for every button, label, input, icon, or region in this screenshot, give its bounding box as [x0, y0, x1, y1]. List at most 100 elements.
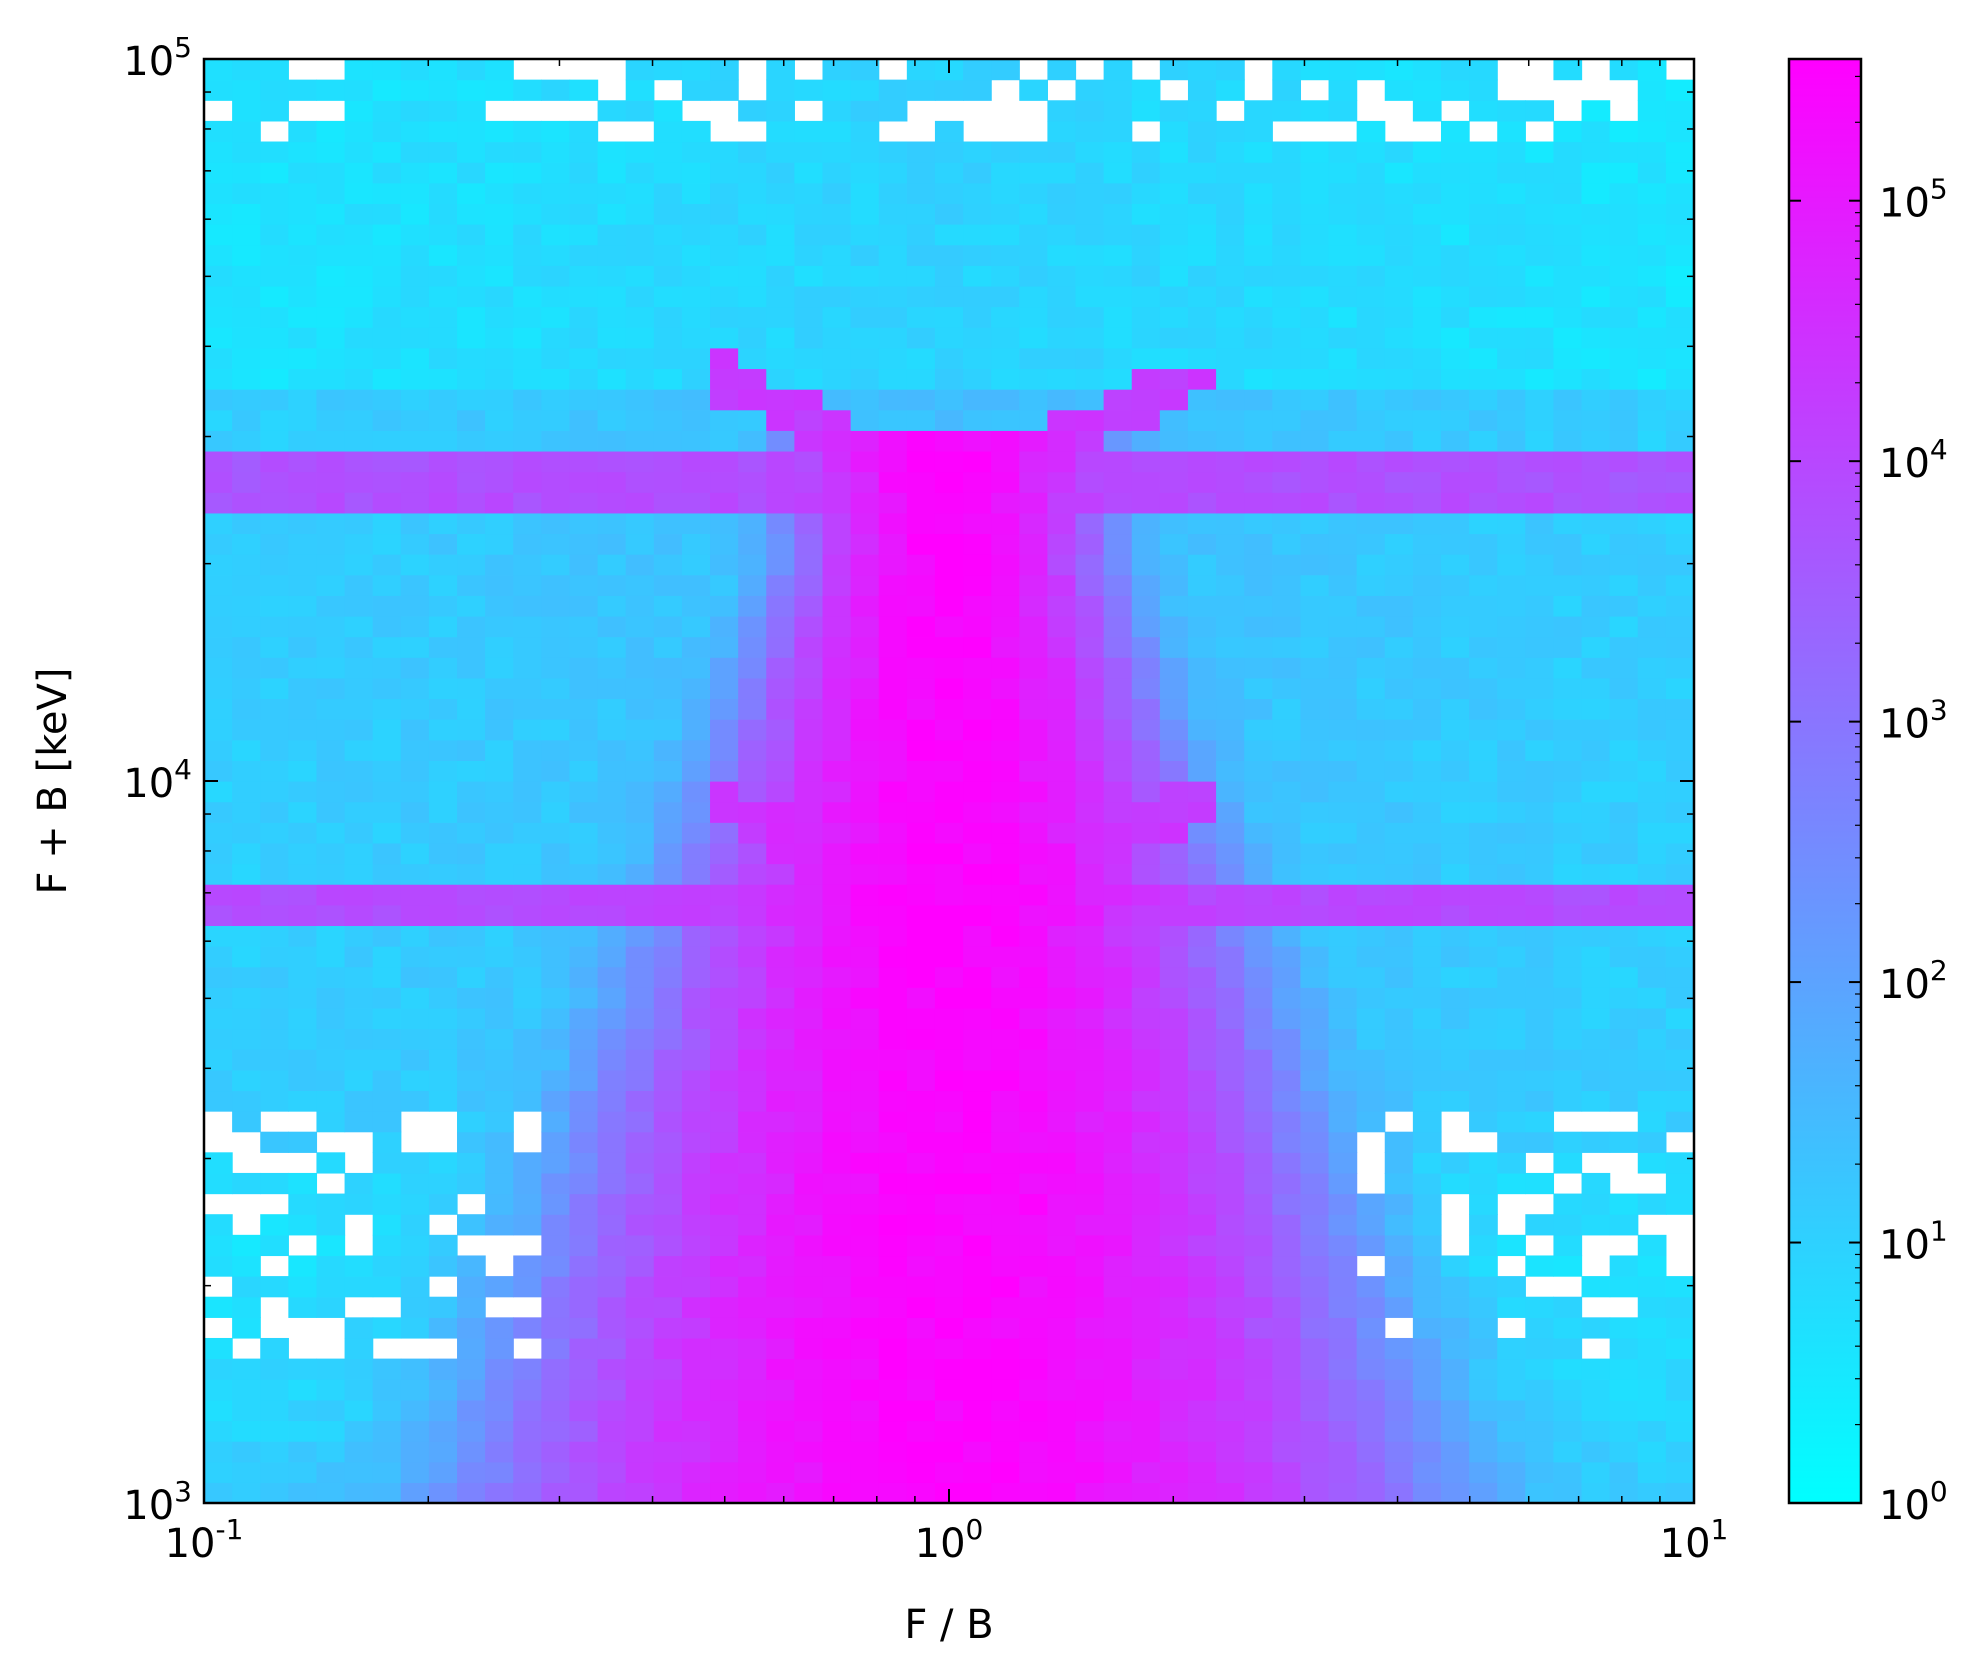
heatmap-cell: [1103, 306, 1133, 328]
heatmap-cell: [1525, 1441, 1555, 1463]
heatmap-cell: [1244, 1049, 1273, 1071]
heatmap-cell: [766, 698, 795, 720]
heatmap-cell: [1356, 347, 1386, 370]
heatmap-cell: [1609, 244, 1639, 266]
heatmap-cell: [372, 677, 402, 700]
heatmap-cell: [1384, 306, 1414, 328]
heatmap-cell: [1047, 1255, 1077, 1277]
heatmap-cell: [1075, 801, 1105, 823]
heatmap-cell: [1553, 636, 1583, 658]
heatmap-cell: [653, 1379, 683, 1401]
heatmap-cell: [653, 182, 683, 204]
heatmap-cell: [1356, 430, 1386, 452]
heatmap-cell: [597, 162, 627, 184]
heatmap-cell: [1497, 347, 1526, 370]
heatmap-cell: [1272, 1276, 1302, 1298]
heatmap-cell: [569, 265, 599, 287]
heatmap-cell: [1272, 595, 1302, 617]
heatmap-cell: [428, 822, 458, 844]
heatmap-cell: [1328, 863, 1358, 885]
heatmap-cell: [934, 1111, 964, 1133]
heatmap-cell: [344, 987, 374, 1009]
heatmap-cell: [1047, 1214, 1077, 1236]
heatmap-cell: [288, 615, 318, 638]
heatmap-cell: [316, 1049, 346, 1071]
heatmap-cell: [428, 760, 458, 782]
heatmap-cell: [963, 1399, 992, 1422]
heatmap-cell: [1665, 1420, 1695, 1442]
heatmap-cell: [1216, 141, 1245, 163]
heatmap-cell: [766, 1420, 795, 1442]
heatmap-cell: [597, 1296, 627, 1318]
heatmap-cell: [569, 884, 599, 906]
heatmap-cell: [1356, 925, 1386, 947]
heatmap-cell: [485, 1276, 514, 1298]
heatmap-cell: [766, 203, 795, 225]
heatmap-cell: [597, 1069, 627, 1092]
heatmap-cell: [316, 595, 346, 617]
heatmap-cell: [428, 327, 458, 349]
heatmap-cell: [878, 1152, 908, 1174]
heatmap-cell: [794, 1399, 824, 1422]
heatmap-cell: [794, 946, 824, 968]
heatmap-cell: [1047, 244, 1077, 266]
heatmap-cell: [1609, 224, 1639, 246]
heatmap-cell: [850, 1255, 880, 1277]
heatmap-cell: [541, 677, 571, 700]
heatmap-cell: [316, 1090, 346, 1112]
heatmap-cell: [850, 1172, 880, 1195]
heatmap-cell: [878, 842, 908, 865]
heatmap-cell: [1300, 1049, 1330, 1071]
heatmap-cell: [541, 1399, 571, 1422]
heatmap-cell: [1187, 739, 1217, 761]
heatmap-cell: [1609, 636, 1639, 658]
heatmap-cell: [1244, 925, 1273, 947]
heatmap-cell: [1187, 1111, 1217, 1133]
heatmap-cell: [710, 842, 739, 865]
heatmap-cell: [906, 492, 936, 514]
heatmap-cell: [597, 1399, 627, 1422]
heatmap-cell: [822, 677, 852, 700]
heatmap-cell: [1553, 450, 1583, 473]
heatmap-cell: [597, 698, 627, 720]
heatmap-cell: [541, 1214, 571, 1236]
heatmap-cell: [1609, 1255, 1639, 1277]
heatmap-cell: [878, 781, 908, 803]
heatmap-cell: [1553, 224, 1583, 246]
heatmap-cell: [597, 368, 627, 390]
heatmap-cell: [1440, 760, 1470, 782]
heatmap-cell: [1469, 1255, 1498, 1277]
heatmap-cell: [963, 1090, 992, 1112]
heatmap-cell: [372, 842, 402, 865]
heatmap-cell: [204, 1007, 233, 1030]
heatmap-cell: [344, 1420, 374, 1442]
heatmap-cell: [738, 471, 767, 493]
heatmap-cell: [232, 203, 261, 225]
heatmap-cell: [738, 409, 767, 431]
heatmap-cell: [1581, 636, 1611, 658]
heatmap-cell: [513, 512, 542, 535]
heatmap-cell: [1412, 347, 1442, 370]
heatmap-cell: [794, 1193, 824, 1215]
heatmap-cell: [1047, 925, 1077, 947]
heatmap-cell: [710, 760, 739, 782]
heatmap-cell: [1187, 182, 1217, 204]
heatmap-cell: [400, 1296, 430, 1318]
heatmap-cell: [1497, 389, 1526, 411]
heatmap-cell: [1497, 471, 1526, 493]
heatmap-cell: [1019, 1255, 1048, 1277]
heatmap-cell: [738, 1420, 767, 1442]
heatmap-cell: [878, 739, 908, 761]
heatmap-cell: [428, 512, 458, 535]
heatmap-cell: [850, 946, 880, 968]
heatmap-cell: [878, 141, 908, 163]
heatmap-cell: [260, 512, 289, 535]
heatmap-cell: [625, 863, 655, 885]
heatmap-cell: [260, 1379, 289, 1401]
heatmap-cell: [316, 141, 346, 163]
heatmap-cell: [906, 987, 936, 1009]
heatmap-cell: [204, 1379, 233, 1401]
heatmap-cell: [428, 409, 458, 431]
heatmap-cell: [1581, 389, 1611, 411]
heatmap-cell: [1497, 842, 1526, 865]
